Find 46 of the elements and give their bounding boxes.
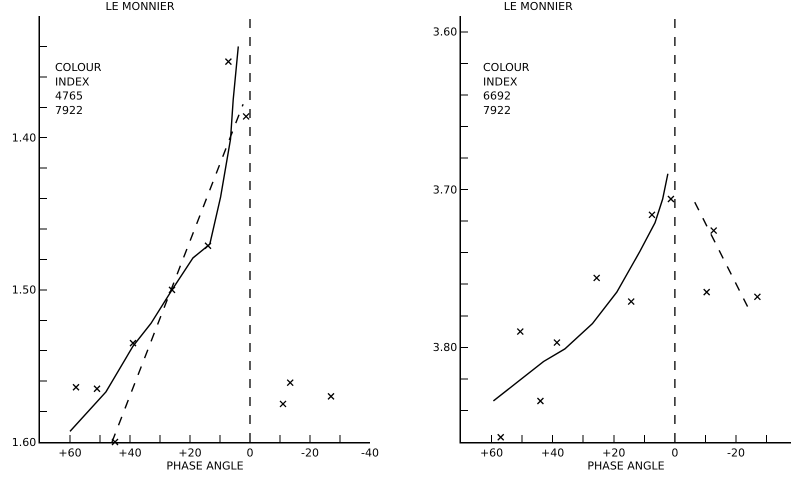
point	[204, 242, 212, 250]
point	[667, 195, 675, 203]
point	[553, 338, 561, 346]
y-tick-label: 1.50	[12, 284, 36, 297]
annotation: COLOUR INDEX 4765 7922	[55, 61, 102, 117]
point	[93, 385, 101, 392]
y-tick-label: 1.40	[12, 132, 36, 145]
x-tick-label: +20	[178, 446, 202, 460]
x-axis-title: PHASE ANGLE	[166, 460, 244, 473]
x-tick-label: -40	[361, 446, 379, 460]
point	[129, 339, 137, 347]
x-tick-label: +60	[480, 446, 504, 460]
x-tick-label: -20	[301, 446, 319, 460]
point	[327, 392, 335, 400]
y-tick-label: 1.60	[12, 436, 36, 449]
y-tick-label: 3.80	[432, 341, 458, 354]
point	[168, 286, 176, 294]
x-axis-title: PHASE ANGLE	[587, 460, 665, 473]
point	[497, 434, 504, 441]
point	[286, 379, 294, 386]
x-tick-label: 0	[671, 446, 678, 460]
point	[648, 211, 656, 218]
point	[703, 288, 710, 296]
annotation: COLOUR INDEX 6692 7922	[483, 61, 530, 117]
point	[628, 298, 635, 306]
point	[279, 400, 287, 408]
chart-title: LE MONNIER	[504, 0, 574, 14]
point	[224, 58, 232, 66]
x-tick-label: -20	[727, 446, 745, 460]
x-tick-label: 0	[246, 446, 254, 460]
x-tick-label: +40	[541, 446, 564, 460]
y-tick-label: 3.70	[432, 183, 458, 196]
line-series	[492, 173, 669, 402]
point	[242, 112, 250, 120]
point	[536, 397, 544, 405]
x-tick-label: +20	[602, 446, 626, 460]
point	[516, 328, 524, 336]
point	[111, 438, 119, 446]
x-tick-label: +60	[58, 446, 82, 460]
y-tick-label: 3.60	[432, 26, 458, 39]
point	[72, 384, 80, 391]
point	[593, 274, 600, 282]
point	[710, 226, 718, 234]
x-tick-label: +40	[118, 446, 142, 460]
chart-title: LE MONNIER	[105, 0, 175, 14]
point	[754, 293, 762, 300]
